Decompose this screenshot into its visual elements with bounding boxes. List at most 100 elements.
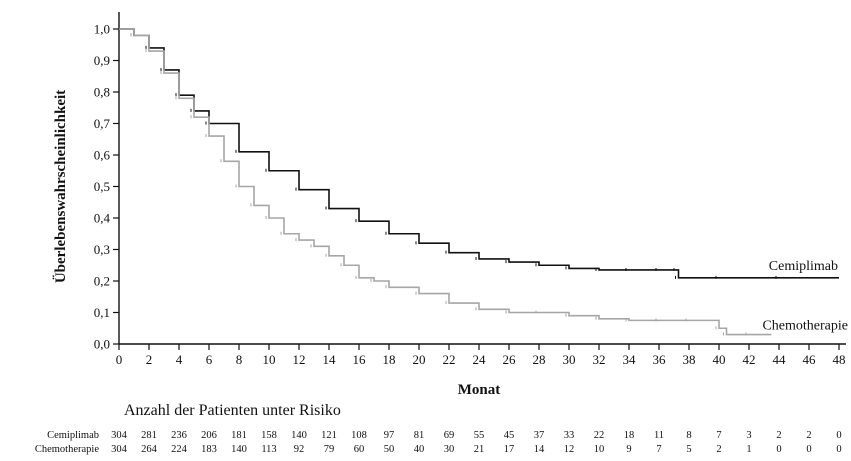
y-tick-label: 0,8	[94, 85, 110, 100]
risk-value: 17	[503, 444, 515, 455]
risk-value: 2	[776, 430, 782, 441]
risk-value: 7	[656, 444, 662, 455]
risk-value: 55	[473, 430, 485, 441]
series-label-cemiplimab: Cemiplimab	[769, 259, 838, 274]
km-survival-chart: 0 2 4 6 8 10 12 14 16 18 20 22 24 26 28 30 32 34 36 38 40 42 4…	[52, 12, 848, 398]
x-tick-label: 28	[533, 352, 546, 367]
x-tick-label: 42	[743, 352, 756, 367]
risk-table-title: Anzahl der Patienten unter Risiko	[124, 402, 341, 419]
risk-value: 22	[593, 430, 605, 441]
x-tick-label: 12	[293, 352, 306, 367]
risk-value: 281	[141, 430, 157, 441]
series-line-chemotherapie	[119, 28, 772, 336]
x-tick-label: 30	[563, 352, 576, 367]
risk-value: 5	[686, 444, 692, 455]
risk-value: 2	[716, 444, 722, 455]
x-tick-label: 20	[413, 352, 426, 367]
risk-value: 0	[806, 444, 812, 455]
risk-value: 108	[351, 430, 367, 441]
risk-value: 7	[716, 430, 722, 441]
risk-value: 0	[776, 444, 782, 455]
x-tick-label: 4	[176, 352, 183, 367]
y-tick-label: 0,9	[94, 53, 110, 68]
risk-value: 8	[686, 430, 692, 441]
x-tick-label: 24	[473, 352, 487, 367]
risk-value: 30	[443, 444, 455, 455]
risk-value: 206	[201, 430, 217, 441]
series-label-chemotherapie: Chemotherapie	[762, 319, 848, 334]
x-tick-label: 34	[623, 352, 637, 367]
risk-value: 50	[383, 444, 395, 455]
y-tick-label: 0,2	[94, 274, 110, 289]
y-tick-label: 0,1	[94, 305, 110, 320]
risk-value: 45	[503, 430, 515, 441]
risk-value: 181	[231, 430, 247, 441]
risk-value: 10	[593, 444, 605, 455]
risk-value: 0	[836, 444, 842, 455]
risk-value: 11	[653, 430, 665, 441]
risk-value: 33	[563, 430, 575, 441]
risk-value: 3	[746, 430, 752, 441]
risk-value: 92	[293, 444, 305, 455]
series-labels: Cemiplimab Chemotherapie	[762, 259, 848, 334]
y-tick-label: 0,3	[94, 242, 110, 257]
series-line-cemiplimab	[119, 28, 839, 279]
y-tick-label: 0,0	[94, 337, 110, 352]
axes: 0 2 4 6 8 10 12 14 16 18 20 22 24 26 28 30 32 34 36 38 40 42 4…	[52, 12, 846, 398]
risk-value: 140	[231, 444, 247, 455]
risk-row-label: Chemotherapie	[34, 444, 99, 455]
risk-value: 224	[171, 444, 187, 455]
risk-value: 304	[111, 444, 127, 455]
risk-value: 40	[413, 444, 425, 455]
risk-value: 2	[806, 430, 812, 441]
x-tick-label: 36	[653, 352, 667, 367]
x-tick-label: 38	[683, 352, 696, 367]
x-tick-label: 2	[146, 352, 153, 367]
x-axis-label: Monat	[458, 382, 501, 398]
x-tick-label: 10	[263, 352, 276, 367]
risk-value: 158	[261, 430, 277, 441]
risk-row-cemiplimab: Cemiplimab 304 281 236 206 181 158 140 121 108 97 8…	[0, 430, 851, 444]
risk-value: 183	[201, 444, 217, 455]
x-tick-label: 18	[383, 352, 396, 367]
risk-value: 81	[413, 430, 425, 441]
risk-value: 121	[321, 430, 337, 441]
x-tick-label: 40	[713, 352, 726, 367]
risk-value: 37	[533, 430, 545, 441]
survival-curves	[119, 28, 839, 336]
x-tick-label: 16	[353, 352, 367, 367]
x-tick-label: 8	[236, 352, 243, 367]
y-axis-label: Überlebenswahrscheinlichkeit	[52, 90, 69, 283]
y-tick-label: 0,6	[94, 148, 111, 163]
x-tick-label: 6	[206, 352, 213, 367]
risk-value: 9	[626, 444, 632, 455]
risk-value: 304	[111, 430, 127, 441]
risk-value: 236	[171, 430, 187, 441]
risk-value: 113	[261, 444, 277, 455]
x-tick-label: 22	[443, 352, 456, 367]
risk-value: 18	[623, 430, 635, 441]
risk-value: 140	[291, 430, 307, 441]
x-tick-label: 46	[803, 352, 817, 367]
y-tick-label: 1,0	[94, 22, 110, 37]
risk-value: 1	[746, 444, 752, 455]
risk-value: 97	[383, 430, 395, 441]
risk-value: 60	[353, 444, 365, 455]
y-tick-label: 0,4	[94, 211, 111, 226]
risk-value: 21	[473, 444, 485, 455]
risk-row-chemotherapie: Chemotherapie 304 264 224 183 140 113 92 79 60 50 4…	[0, 444, 851, 458]
x-tick-label: 32	[593, 352, 606, 367]
x-tick-label: 0	[116, 352, 123, 367]
x-tick-label: 44	[773, 352, 787, 367]
risk-value: 12	[563, 444, 575, 455]
x-tick-label: 14	[323, 352, 337, 367]
y-tick-label: 0,5	[94, 179, 110, 194]
risk-value: 14	[533, 444, 545, 455]
risk-value: 69	[443, 430, 455, 441]
risk-value: 0	[836, 430, 842, 441]
x-tick-label: 26	[503, 352, 517, 367]
x-tick-label: 48	[833, 352, 846, 367]
y-tick-label: 0,7	[94, 116, 111, 131]
risk-row-label: Cemiplimab	[47, 430, 99, 441]
risk-value: 264	[141, 444, 157, 455]
